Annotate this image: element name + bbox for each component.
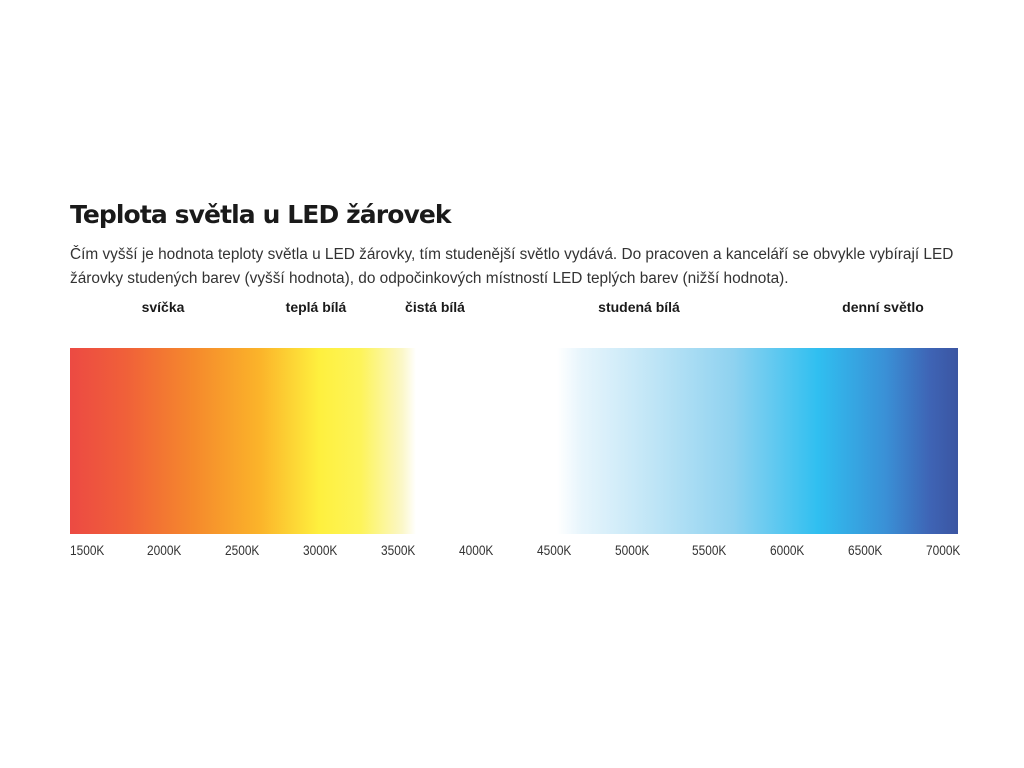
description: Čím vyšší je hodnota teploty světla u LE…	[70, 243, 970, 291]
tick-label-5000k: 5000K	[615, 543, 650, 558]
tick-label-6500k: 6500K	[848, 543, 883, 558]
color-temperature-scale	[70, 348, 958, 534]
category-label-daylight: denní světlo	[842, 299, 924, 315]
cool-gradient-band	[557, 348, 958, 534]
tick-label-1500k: 1500K	[70, 543, 105, 558]
category-label-cool-white: studená bílá	[598, 299, 680, 315]
category-label-candle: svíčka	[141, 299, 185, 315]
tick-label-3500k: 3500K	[381, 543, 416, 558]
warm-gradient-band	[70, 348, 416, 534]
tick-label-7000k: 7000K	[926, 543, 961, 558]
tick-label-2500k: 2500K	[225, 543, 260, 558]
description-line-2: žárovky studených barev (vyšší hodnota),…	[70, 270, 789, 287]
tick-label-4000k: 4000K	[459, 543, 494, 558]
category-label-pure-white: čistá bílá	[405, 299, 465, 315]
tick-label-4500k: 4500K	[537, 543, 572, 558]
page-title: Teplota světla u LED žárovek	[70, 200, 452, 229]
tick-label-5500k: 5500K	[692, 543, 727, 558]
tick-label-6000k: 6000K	[770, 543, 805, 558]
tick-label-2000k: 2000K	[147, 543, 182, 558]
category-label-warm-white: teplá bílá	[285, 299, 347, 315]
description-line-1: Čím vyšší je hodnota teploty světla u LE…	[70, 246, 954, 263]
tick-label-3000k: 3000K	[303, 543, 338, 558]
